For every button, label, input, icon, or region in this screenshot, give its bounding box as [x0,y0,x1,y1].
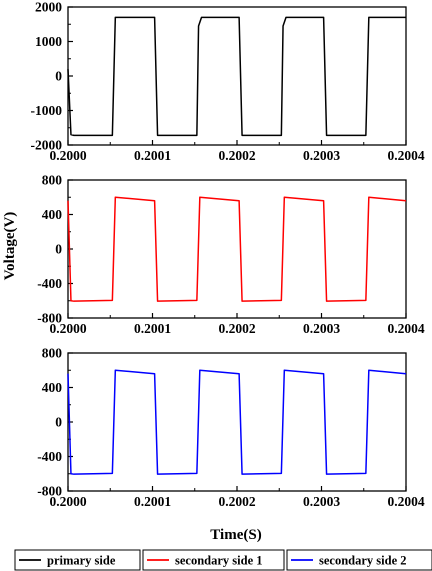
y-tick-label: -400 [37,276,62,291]
series-line-secondary-side-2 [67,369,407,475]
y-tick-label: -1000 [31,103,63,118]
y-axis-label: Voltage(V) [2,212,18,281]
x-tick-label: 0.2003 [303,148,340,163]
x-tick-label: 0.2004 [387,148,424,163]
y-tick-label: 1000 [35,34,62,49]
chart-panel-1: 0.2000 0.2001 0.2002 0.2003 0.2004 -2000 -1000… [31,0,425,163]
y-tick-label: -400 [37,449,62,464]
y-tick-label: -2000 [31,138,63,153]
chart-panel-3: 0.2000 0.2001 0.2002 0.2003 0.2004 -800 -400 0 4… [37,346,425,510]
x-tick-label: 0.2003 [303,494,340,509]
legend-entry: primary side [14,549,141,571]
legend-entry: secondary side 2 [286,549,432,571]
x-tick-label: 0.2003 [303,321,340,336]
legend-label: primary side [47,554,116,568]
x-axis-label: Time(S) [210,527,261,543]
legend-box [14,549,141,571]
x-tick-label: 0.2002 [218,494,255,509]
series-line-secondary-side-1 [67,196,407,302]
x-tick-label: 0.2001 [134,148,171,163]
y-tick-label: 0 [55,415,62,430]
x-tick-label: 0.2002 [218,148,255,163]
x-tick-label: 0.2001 [134,321,171,336]
y-tick-label: 2000 [35,0,62,15]
legend-entry: secondary side 1 [142,549,285,571]
chart-panel-2: 0.2000 0.2001 0.2002 0.2003 0.2004 -800 -400 0 4… [37,173,425,337]
x-tick-label: 0.2000 [49,494,86,509]
y-tick-label: 400 [42,207,63,222]
y-tick-label: 800 [42,173,63,188]
y-tick-label: 800 [42,346,63,361]
legend-label: secondary side 1 [175,554,263,568]
x-tick-label: 0.2000 [49,321,86,336]
y-tick-label: 0 [55,69,62,84]
y-tick-label: -800 [37,484,62,499]
x-tick-label: 0.2000 [49,148,86,163]
x-tick-label: 0.2001 [134,494,171,509]
y-tick-label: 0 [55,242,62,257]
x-tick-label: 0.2004 [387,321,424,336]
y-tick-label: -800 [37,311,62,326]
legend: primary side secondary side 1 secondary si… [14,549,432,571]
x-tick-label: 0.2002 [218,321,255,336]
plot-frame [67,6,407,146]
series-line-primary-side [67,16,406,137]
legend-box [142,549,285,571]
legend-label: secondary side 2 [319,554,407,568]
x-tick-label: 0.2004 [387,494,424,509]
y-tick-label: 400 [42,380,63,395]
legend-box [286,549,432,571]
